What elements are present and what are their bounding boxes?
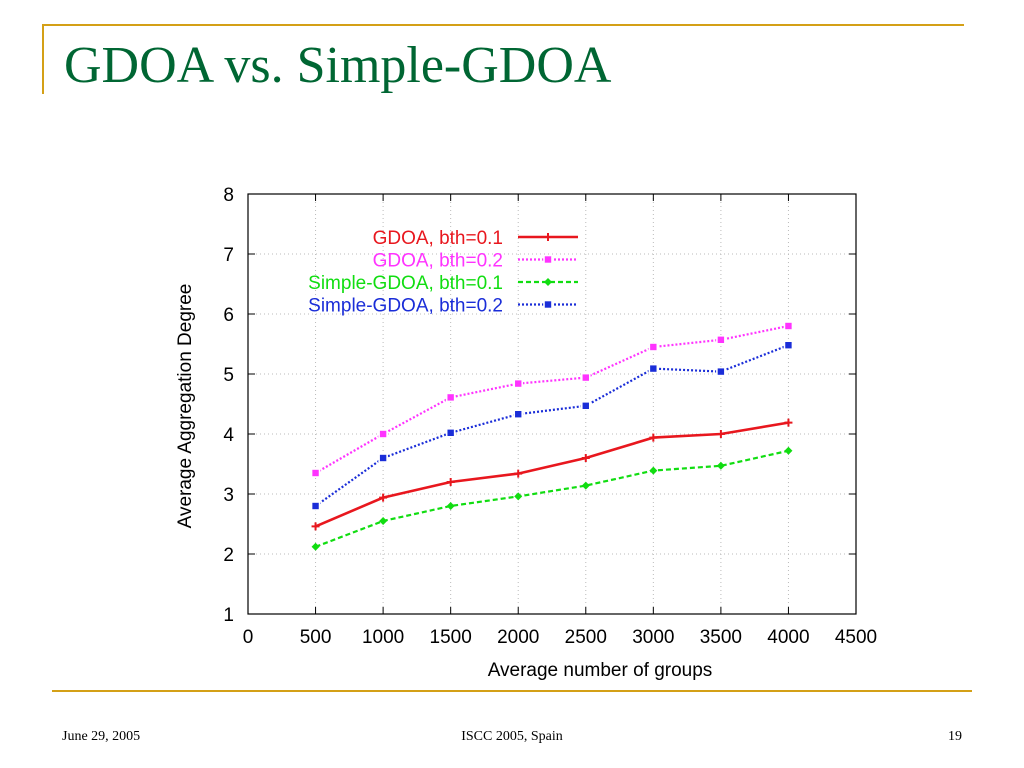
left-rule [42, 24, 44, 94]
line-chart: 1 2 3 4 5 6 7 8 0 500 1000 1500 2000 2500 3000 3500 400… [175, 185, 877, 681]
x-tick-label: 2500 [565, 627, 607, 648]
data-point [311, 542, 320, 551]
x-tick-label: 3500 [700, 627, 742, 648]
legend-label: Simple-GDOA, bth=0.1 [308, 273, 503, 294]
data-point [513, 378, 524, 389]
series-4 [310, 340, 794, 511]
footer-page-number: 19 [948, 729, 962, 744]
data-point [378, 453, 388, 463]
data-point [445, 427, 456, 438]
x-tick-label: 4500 [835, 627, 877, 648]
legend-label: GDOA, bth=0.2 [373, 251, 503, 272]
y-tick-label: 1 [223, 605, 234, 626]
legend-entry: GDOA, bth=0.2 [373, 251, 578, 272]
data-point [513, 409, 524, 420]
legend-marker [543, 254, 553, 265]
footer-conference: ISCC 2005, Spain [461, 729, 563, 744]
y-axis-label: Average Aggregation Degree [175, 284, 196, 529]
legend-marker [544, 233, 552, 241]
data-point [649, 466, 658, 475]
legend-entry: Simple-GDOA, bth=0.2 [308, 296, 578, 317]
data-point [581, 481, 590, 490]
data-point [581, 454, 590, 462]
data-point [514, 492, 523, 501]
data-point [311, 522, 320, 531]
data-point [446, 478, 455, 486]
data-point [379, 493, 388, 502]
data-point [446, 502, 455, 510]
series-1 [311, 418, 793, 531]
slide-title: GDOA vs. Simple-GDOA [64, 37, 612, 94]
data-point [310, 501, 321, 511]
x-tick-label: 3000 [632, 627, 674, 648]
data-point [783, 321, 794, 331]
data-point [580, 400, 591, 411]
x-tick-label: 2000 [497, 627, 539, 648]
data-point [378, 429, 388, 439]
legend-label: Simple-GDOA, bth=0.2 [308, 296, 503, 317]
data-point [784, 446, 793, 455]
data-point [649, 433, 658, 442]
series [310, 321, 794, 551]
y-tick-label: 7 [223, 245, 234, 266]
data-point [716, 366, 726, 377]
legend-marker [544, 278, 552, 286]
y-axis-ticks: 1 2 3 4 5 6 7 8 [223, 185, 856, 626]
data-point [580, 372, 591, 383]
data-point [648, 363, 659, 374]
data-point [784, 418, 793, 427]
top-rule [42, 24, 964, 26]
y-tick-label: 8 [223, 185, 234, 206]
y-tick-label: 3 [223, 485, 234, 506]
series-2 [310, 321, 794, 478]
data-point [379, 517, 388, 525]
grid [248, 194, 856, 614]
series-line [315, 421, 789, 528]
x-axis-ticks: 0 500 1000 1500 2000 2500 3000 3500 4000 4500 [243, 194, 877, 648]
data-point [648, 342, 659, 352]
x-tick-label: 0 [243, 627, 254, 648]
y-tick-label: 2 [223, 545, 234, 566]
y-tick-label: 5 [223, 365, 234, 386]
y-tick-label: 4 [223, 425, 234, 446]
footer-date: June 29, 2005 [62, 729, 141, 744]
series-3 [311, 446, 793, 551]
data-point [716, 461, 725, 470]
y-tick-label: 6 [223, 305, 234, 326]
bottom-rule [52, 690, 972, 692]
legend-entry: GDOA, bth=0.1 [373, 228, 578, 249]
series-line [315, 449, 789, 548]
data-point [783, 340, 794, 351]
x-tick-label: 1000 [362, 627, 404, 648]
series-line [315, 324, 789, 474]
data-point [310, 468, 321, 478]
x-tick-label: 500 [300, 627, 332, 648]
data-point [716, 334, 726, 345]
data-point [716, 430, 725, 438]
x-tick-label: 1500 [430, 627, 472, 648]
data-point [445, 392, 456, 403]
x-tick-label: 4000 [767, 627, 809, 648]
legend-marker [543, 299, 553, 310]
x-axis-label: Average number of groups [488, 660, 713, 681]
data-point [514, 469, 523, 478]
legend-entry: Simple-GDOA, bth=0.1 [308, 273, 578, 294]
plot-frame [247, 193, 857, 615]
legend-label: GDOA, bth=0.1 [373, 228, 503, 249]
